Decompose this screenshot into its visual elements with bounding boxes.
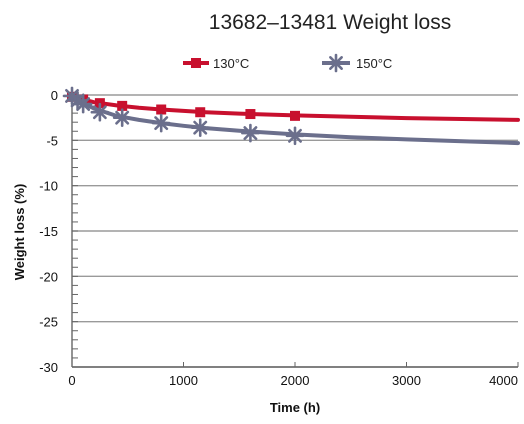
legend-label-130c: 130°C <box>213 56 249 71</box>
x-tick-label: 2000 <box>281 373 310 388</box>
axes <box>71 94 519 368</box>
y-tick-label: -10 <box>39 179 58 194</box>
legend-marker-130c <box>191 58 201 68</box>
data-point <box>195 107 206 118</box>
data-point <box>117 100 128 111</box>
data-point <box>90 102 110 122</box>
legend-label-150c: 150°C <box>356 56 392 71</box>
x-tick-label: 0 <box>68 373 75 388</box>
data-point <box>151 113 171 133</box>
legend-item-130c: 130°C <box>183 56 249 71</box>
legend-marker-150c <box>326 53 346 73</box>
data-point <box>112 108 132 127</box>
y-tick-label: -5 <box>46 133 58 148</box>
x-tick-label: 3000 <box>392 373 421 388</box>
x-axis-title: Time (h) <box>270 400 320 415</box>
legend-item-150c: 150°C <box>322 53 392 73</box>
series-130c <box>67 91 520 122</box>
series-150c <box>62 86 520 146</box>
data-point <box>245 109 256 120</box>
data-point <box>156 104 167 115</box>
data-point <box>73 94 93 114</box>
y-tick-label: -30 <box>39 360 58 375</box>
chart-title: 13682–13481 Weight loss <box>209 11 451 34</box>
tick-labels: 0 -5 -10 -15 -20 -25 -30 0 1000 2000 3000 4000 <box>39 88 518 388</box>
x-tick-label: 4000 <box>489 373 518 388</box>
y-tick-label: -15 <box>39 224 58 239</box>
y-tick-label: -20 <box>39 269 58 284</box>
y-tick-label: 0 <box>51 88 58 103</box>
data-point <box>290 110 300 121</box>
y-axis-title: Weight loss (%) <box>12 184 27 281</box>
data-point <box>190 118 210 137</box>
data-point <box>241 123 260 143</box>
legend: 130°C 150°C <box>183 53 392 73</box>
y-tick-label: -25 <box>39 315 58 330</box>
series <box>62 86 520 146</box>
x-tick-label: 1000 <box>169 373 198 388</box>
data-point <box>285 126 305 146</box>
